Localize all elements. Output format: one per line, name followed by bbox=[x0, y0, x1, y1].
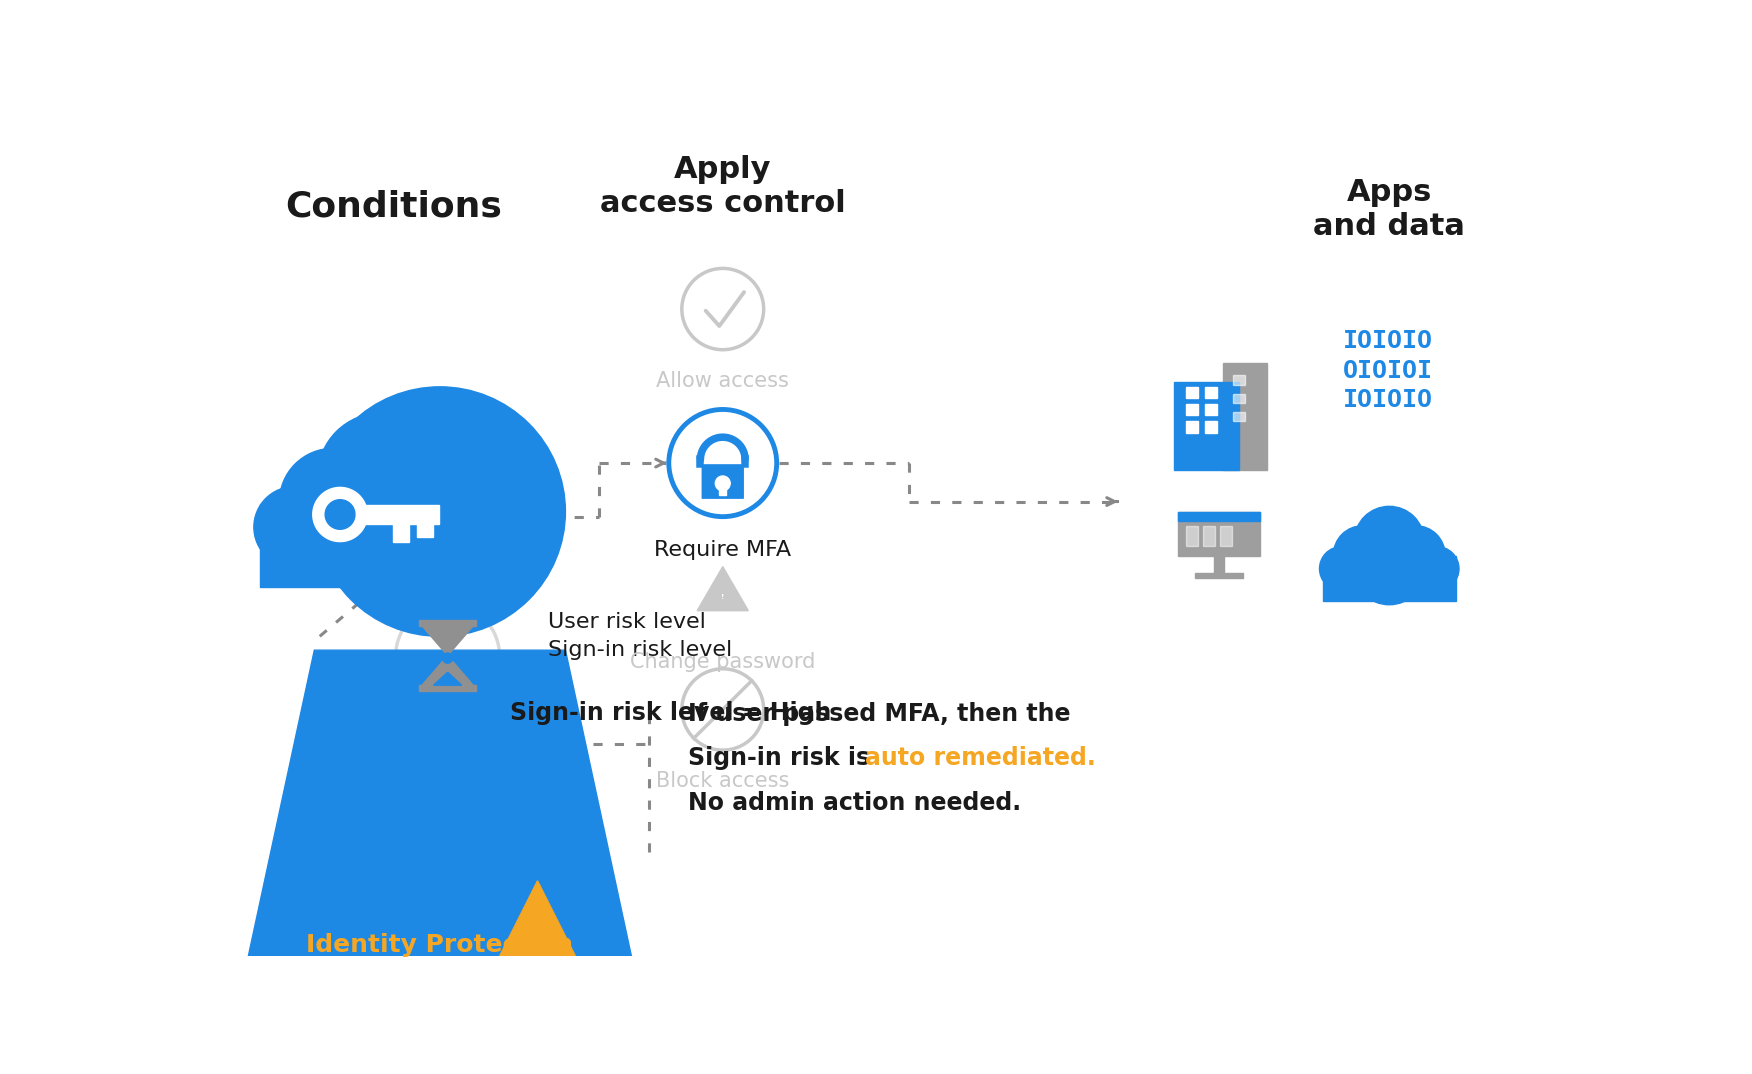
FancyBboxPatch shape bbox=[703, 465, 743, 498]
Circle shape bbox=[317, 412, 445, 540]
Polygon shape bbox=[419, 685, 477, 692]
Circle shape bbox=[715, 476, 731, 491]
Text: Change password: Change password bbox=[631, 652, 815, 671]
Text: Sign-in risk level = High: Sign-in risk level = High bbox=[510, 701, 830, 725]
Polygon shape bbox=[1204, 526, 1216, 546]
Text: Sign-in risk is: Sign-in risk is bbox=[689, 746, 878, 770]
Circle shape bbox=[682, 268, 764, 350]
Circle shape bbox=[669, 409, 776, 517]
Circle shape bbox=[280, 448, 387, 555]
Polygon shape bbox=[314, 488, 368, 541]
Polygon shape bbox=[1195, 574, 1242, 578]
Circle shape bbox=[314, 387, 566, 636]
Polygon shape bbox=[433, 672, 463, 685]
Polygon shape bbox=[1205, 421, 1218, 433]
Polygon shape bbox=[447, 881, 629, 1061]
Polygon shape bbox=[1233, 375, 1244, 384]
Circle shape bbox=[394, 603, 501, 708]
Polygon shape bbox=[231, 650, 650, 1039]
Polygon shape bbox=[363, 505, 440, 524]
Text: User risk level
Sign-in risk level: User risk level Sign-in risk level bbox=[548, 612, 732, 661]
Polygon shape bbox=[1186, 388, 1198, 398]
Text: Allow access: Allow access bbox=[657, 371, 788, 391]
Circle shape bbox=[1319, 547, 1365, 591]
Polygon shape bbox=[443, 653, 452, 663]
Text: If user passed MFA, then the: If user passed MFA, then the bbox=[689, 701, 1070, 726]
FancyBboxPatch shape bbox=[1323, 556, 1456, 601]
Circle shape bbox=[1354, 506, 1424, 576]
Polygon shape bbox=[1177, 512, 1260, 556]
Circle shape bbox=[377, 448, 484, 555]
Polygon shape bbox=[1186, 526, 1198, 546]
Text: Require MFA: Require MFA bbox=[653, 540, 792, 560]
Circle shape bbox=[1414, 547, 1459, 591]
Text: Conditions: Conditions bbox=[286, 190, 501, 223]
Text: Block access: Block access bbox=[655, 771, 790, 792]
Polygon shape bbox=[1186, 404, 1198, 415]
Circle shape bbox=[398, 607, 498, 705]
Polygon shape bbox=[326, 499, 356, 529]
Circle shape bbox=[1333, 526, 1393, 584]
Polygon shape bbox=[1177, 512, 1260, 521]
Polygon shape bbox=[394, 524, 410, 541]
Circle shape bbox=[254, 487, 336, 568]
Text: IOIOIO
OIOIOI
IOIOIO: IOIOIO OIOIOI IOIOIO bbox=[1342, 329, 1433, 412]
Circle shape bbox=[315, 461, 449, 593]
Polygon shape bbox=[1186, 421, 1198, 433]
Polygon shape bbox=[1221, 526, 1232, 546]
Polygon shape bbox=[1223, 363, 1267, 470]
Text: Apps
and data: Apps and data bbox=[1314, 178, 1465, 241]
Polygon shape bbox=[422, 655, 473, 685]
Circle shape bbox=[1386, 526, 1445, 584]
Polygon shape bbox=[1205, 404, 1218, 415]
Circle shape bbox=[1353, 533, 1426, 605]
Text: !: ! bbox=[722, 594, 724, 599]
Circle shape bbox=[682, 669, 764, 750]
FancyBboxPatch shape bbox=[261, 505, 503, 586]
Polygon shape bbox=[718, 483, 727, 495]
Text: No admin action needed.: No admin action needed. bbox=[689, 792, 1021, 815]
Text: auto remediated.: auto remediated. bbox=[864, 746, 1095, 770]
Polygon shape bbox=[1233, 412, 1244, 421]
Polygon shape bbox=[1174, 381, 1239, 470]
Polygon shape bbox=[697, 567, 748, 611]
Polygon shape bbox=[417, 524, 433, 537]
Text: Identity Protection: Identity Protection bbox=[307, 932, 573, 957]
Polygon shape bbox=[1205, 388, 1218, 398]
Polygon shape bbox=[1233, 394, 1244, 403]
Text: !: ! bbox=[533, 989, 543, 1014]
Polygon shape bbox=[419, 620, 477, 626]
Polygon shape bbox=[1214, 556, 1225, 574]
Circle shape bbox=[427, 487, 510, 568]
Text: Apply
access control: Apply access control bbox=[599, 155, 846, 218]
Polygon shape bbox=[422, 626, 473, 655]
